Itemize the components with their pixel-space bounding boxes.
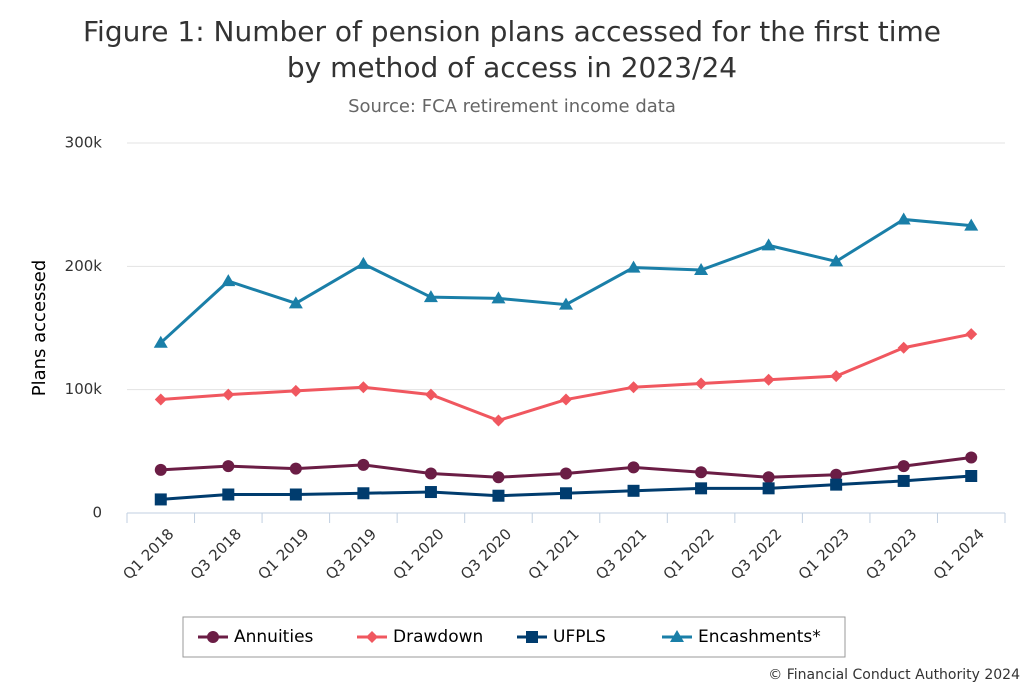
y-tick-label: 0 bbox=[92, 504, 102, 522]
point bbox=[424, 486, 437, 499]
point bbox=[560, 467, 572, 480]
point bbox=[357, 458, 370, 471]
chart-subtitle: Source: FCA retirement income data bbox=[348, 96, 676, 117]
y-axis-label: Plans accessed bbox=[29, 260, 50, 397]
point bbox=[965, 451, 978, 464]
y-tick-label: 100k bbox=[65, 380, 103, 398]
point bbox=[154, 463, 167, 476]
point bbox=[627, 484, 640, 497]
point bbox=[560, 487, 572, 500]
point bbox=[896, 212, 911, 225]
point bbox=[492, 489, 505, 502]
point bbox=[627, 381, 640, 394]
y-tick-label: 200k bbox=[65, 257, 103, 275]
point bbox=[897, 341, 910, 354]
series-line bbox=[159, 217, 972, 344]
x-tick-label: Q1 2018 bbox=[119, 525, 177, 583]
legend-marker bbox=[207, 631, 219, 643]
point bbox=[222, 460, 235, 473]
point bbox=[964, 218, 979, 231]
legend-label: Annuities bbox=[234, 627, 314, 647]
point bbox=[491, 291, 506, 304]
point bbox=[897, 460, 910, 473]
legend-box bbox=[182, 616, 846, 658]
point bbox=[424, 388, 437, 401]
legend-label: Drawdown bbox=[393, 627, 483, 647]
x-tick-label: Q3 2023 bbox=[862, 525, 920, 583]
point bbox=[356, 256, 371, 269]
point bbox=[154, 493, 167, 506]
point bbox=[829, 254, 844, 267]
x-tick-label: Q1 2020 bbox=[389, 525, 447, 583]
x-tick-label: Q1 2023 bbox=[795, 525, 853, 583]
point bbox=[830, 468, 843, 481]
point bbox=[695, 482, 708, 495]
point bbox=[289, 384, 302, 397]
x-tick-label: Q3 2021 bbox=[592, 525, 650, 583]
point bbox=[762, 482, 775, 495]
point bbox=[423, 290, 438, 303]
point bbox=[560, 393, 572, 406]
legend-marker bbox=[670, 630, 684, 642]
legend-label: Encashments* bbox=[698, 627, 821, 647]
point bbox=[289, 462, 302, 475]
x-tick-label: Q3 2022 bbox=[727, 525, 785, 583]
point bbox=[559, 297, 573, 310]
x-tick-label: Q1 2019 bbox=[254, 525, 312, 583]
point bbox=[627, 461, 640, 474]
point bbox=[492, 414, 505, 427]
point bbox=[897, 474, 910, 487]
y-tick-label: 300k bbox=[65, 134, 103, 152]
legend-marker bbox=[526, 631, 538, 643]
x-tick-label: Q3 2018 bbox=[187, 525, 245, 583]
point bbox=[762, 373, 775, 386]
point bbox=[288, 296, 303, 309]
x-tick-label: Q1 2022 bbox=[660, 525, 718, 583]
x-tick-label: Q1 2021 bbox=[525, 525, 583, 583]
x-tick-label: Q3 2020 bbox=[457, 525, 515, 583]
point bbox=[761, 238, 776, 251]
point bbox=[424, 467, 437, 480]
point bbox=[154, 393, 167, 406]
point bbox=[694, 263, 709, 276]
point bbox=[222, 488, 235, 501]
legend-marker bbox=[366, 631, 378, 643]
point bbox=[222, 388, 235, 401]
point bbox=[357, 381, 370, 394]
point bbox=[830, 370, 843, 383]
point bbox=[830, 478, 843, 491]
point bbox=[965, 328, 978, 341]
point bbox=[221, 274, 236, 287]
point bbox=[153, 335, 168, 348]
point bbox=[762, 471, 775, 484]
footer: © Financial Conduct Authority 2024 bbox=[768, 667, 1020, 683]
x-tick-label: Q3 2019 bbox=[322, 525, 380, 583]
legend-label: UFPLS bbox=[553, 627, 606, 647]
point bbox=[357, 487, 370, 500]
series-line bbox=[160, 332, 972, 423]
chart-title: Figure 1: Number of pension plans access… bbox=[82, 15, 942, 84]
point bbox=[492, 471, 505, 484]
point bbox=[695, 466, 708, 479]
point bbox=[626, 260, 641, 273]
point bbox=[289, 488, 302, 501]
point bbox=[965, 470, 978, 482]
point bbox=[695, 377, 708, 390]
x-tick-label: Q1 2024 bbox=[930, 525, 988, 583]
